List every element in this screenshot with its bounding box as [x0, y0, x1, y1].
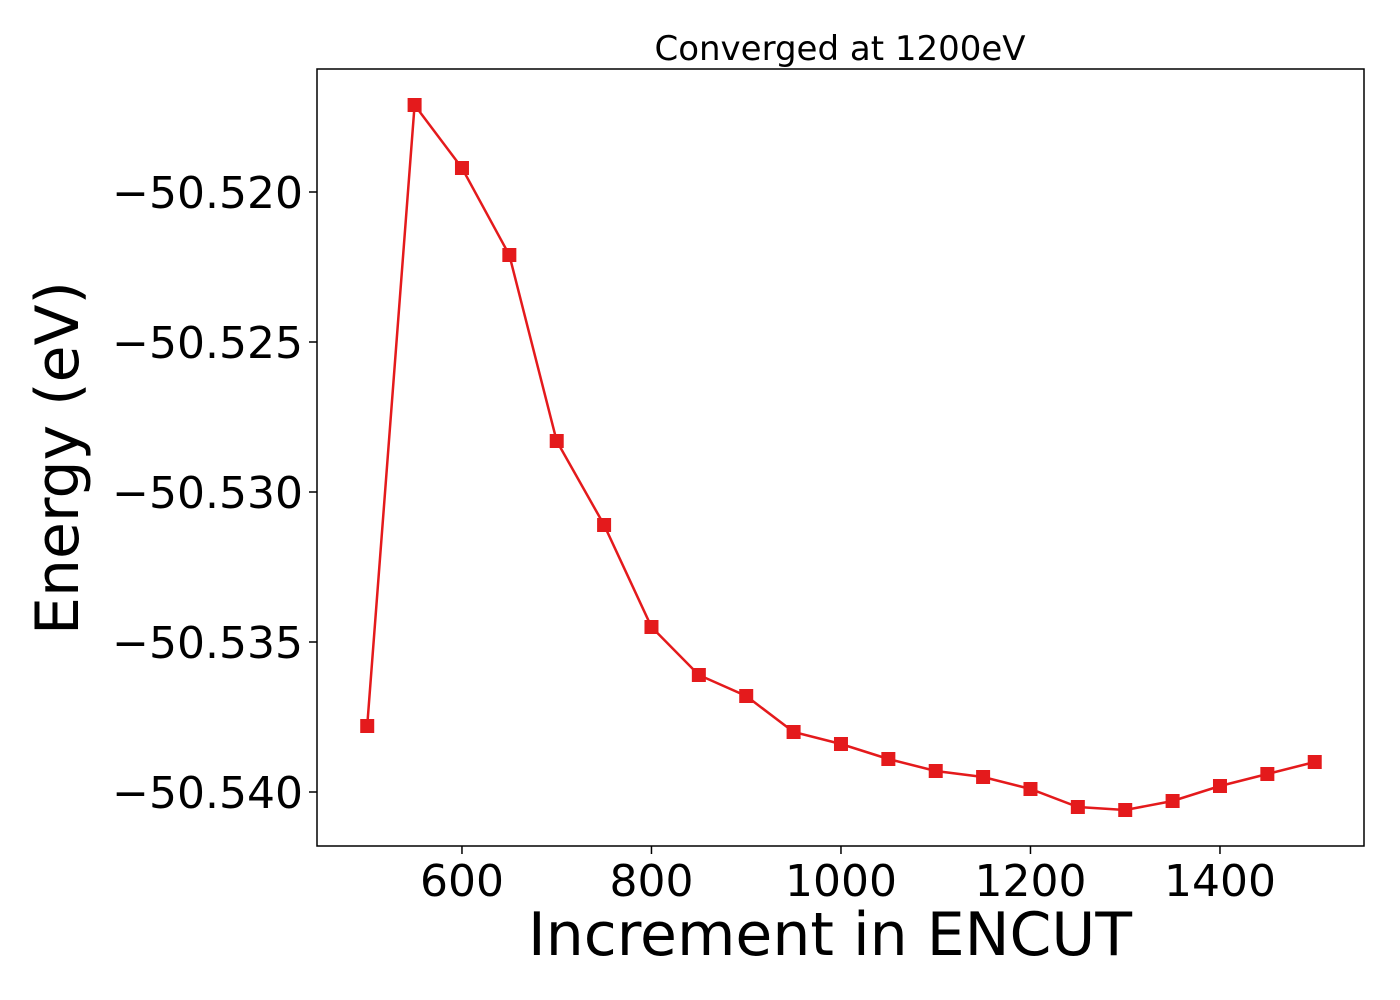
data-point [502, 248, 517, 262]
x-tick-label: 1000 [785, 856, 897, 907]
series-layer [360, 98, 1322, 817]
data-point [1212, 779, 1227, 793]
data-point [1023, 782, 1038, 796]
y-tick-label: −50.525 [112, 318, 303, 369]
data-point [644, 620, 659, 634]
data-point [786, 725, 801, 739]
y-tick-label: −50.520 [112, 168, 303, 219]
data-point [454, 161, 469, 175]
data-point [360, 719, 375, 733]
chart-title: Converged at 1200eV [654, 29, 1025, 69]
y-tick-label: −50.530 [112, 468, 303, 519]
data-point [833, 737, 848, 751]
y-tick-label: −50.540 [112, 768, 303, 819]
data-point [1165, 794, 1180, 808]
data-point [1118, 803, 1133, 817]
data-point [407, 98, 422, 112]
x-axis-label: Increment in ENCUT [528, 900, 1132, 970]
data-point [691, 668, 706, 682]
data-point [1070, 800, 1085, 814]
x-axis: 600 800 1000 1200 1400 [420, 846, 1276, 907]
y-axis-label: Energy (eV) [23, 281, 93, 635]
data-point [881, 752, 896, 766]
y-tick-label: −50.535 [112, 618, 303, 669]
data-point [1307, 755, 1322, 769]
data-point [549, 434, 564, 448]
data-point [1260, 767, 1275, 781]
data-point [597, 518, 612, 532]
x-tick-label: 1200 [974, 856, 1086, 907]
y-axis: −50.520 −50.525 −50.530 −50.535 −50.540 [112, 168, 317, 819]
x-tick-label: 600 [420, 856, 504, 907]
x-tick-label: 800 [609, 856, 693, 907]
x-tick-label: 1400 [1164, 856, 1276, 907]
data-point [739, 689, 754, 703]
data-point [976, 770, 991, 784]
data-point [928, 764, 943, 778]
